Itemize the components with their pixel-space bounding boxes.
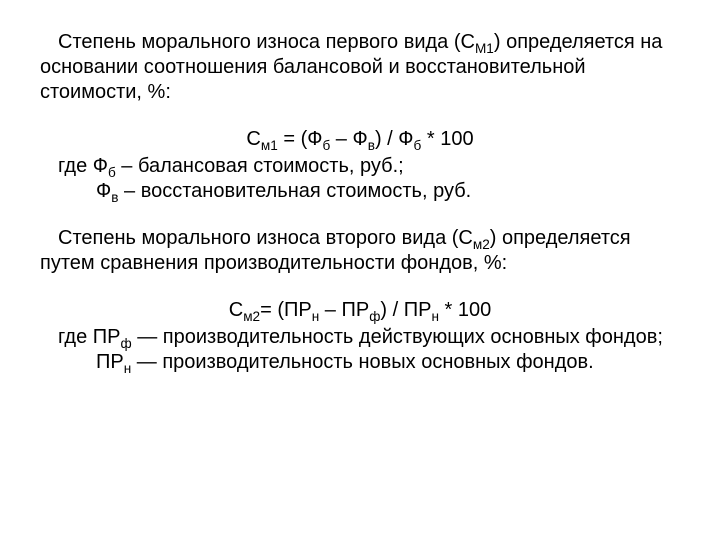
- f1-b-sym: Ф: [353, 128, 368, 150]
- f1-lhs-sym: С: [246, 128, 260, 150]
- formula-sm2: См2= (ПРн – ПРф) / ПРн * 100: [40, 298, 680, 323]
- f1-tail: * 100: [421, 128, 473, 150]
- p1-sub: М1: [475, 41, 494, 56]
- block-formula-2: См2= (ПРн – ПРф) / ПРн * 100 где ПРф — п…: [40, 298, 680, 375]
- p2-text-a: Степень морального износа второго вида (…: [58, 227, 473, 249]
- w2l2-a: ПР: [96, 351, 124, 373]
- f2-c-sym: ПР: [404, 299, 432, 321]
- p2-sub: м2: [473, 237, 490, 252]
- f2-b-sym: ПР: [342, 299, 370, 321]
- document-page: Степень морального износа первого вида (…: [0, 0, 720, 405]
- f2-rp: ) /: [380, 299, 403, 321]
- f1-eq: = (: [278, 128, 307, 150]
- f1-b-sub: в: [368, 138, 375, 153]
- formula-sm1: См1 = (Фб – Фв) / Фб * 100: [40, 127, 680, 152]
- where1-line2: Фв – восстановительная стоимость, руб.: [40, 179, 680, 204]
- w2l1-a: где ПР: [58, 326, 120, 348]
- w1l2-a: Ф: [96, 180, 111, 202]
- block-formula-1: См1 = (Фб – Фв) / Фб * 100 где Фб – бала…: [40, 127, 680, 204]
- paragraph-moral-wear-2: Степень морального износа второго вида (…: [40, 226, 680, 276]
- w1l2-b: – восстановительная стоимость, руб.: [118, 180, 471, 202]
- where1-line1: где Фб – балансовая стоимость, руб.;: [40, 154, 680, 179]
- f2-minus: –: [319, 299, 341, 321]
- p1-text-a: Степень морального износа первого вида (…: [58, 31, 475, 53]
- f2-tail: * 100: [439, 299, 491, 321]
- w2l1-sub: ф: [120, 336, 131, 351]
- f1-lhs-sub: м1: [261, 138, 278, 153]
- f1-c-sym: Ф: [398, 128, 413, 150]
- f2-lhs-sub: м2: [243, 309, 260, 324]
- w2l1-b: — производительность действующих основны…: [132, 326, 663, 348]
- w2l2-b: — производительность новых основных фонд…: [131, 351, 593, 373]
- f2-eq: = (: [260, 299, 284, 321]
- f2-b-sub: ф: [369, 309, 380, 324]
- w1l1-b: – балансовая стоимость, руб.;: [116, 155, 404, 177]
- f2-a-sym: ПР: [284, 299, 312, 321]
- f2-c-sub: н: [431, 309, 439, 324]
- f2-lhs-sym: С: [229, 299, 243, 321]
- w1l1-sub: б: [108, 165, 116, 180]
- f1-minus: –: [330, 128, 352, 150]
- paragraph-moral-wear-1: Степень морального износа первого вида (…: [40, 30, 680, 105]
- f1-a-sym: Ф: [307, 128, 322, 150]
- f1-rp: ) /: [375, 128, 398, 150]
- w1l1-a: где Ф: [58, 155, 108, 177]
- where2-line1: где ПРф — производительность действующих…: [40, 325, 680, 350]
- where2-line2: ПРн — производительность новых основных …: [40, 350, 680, 375]
